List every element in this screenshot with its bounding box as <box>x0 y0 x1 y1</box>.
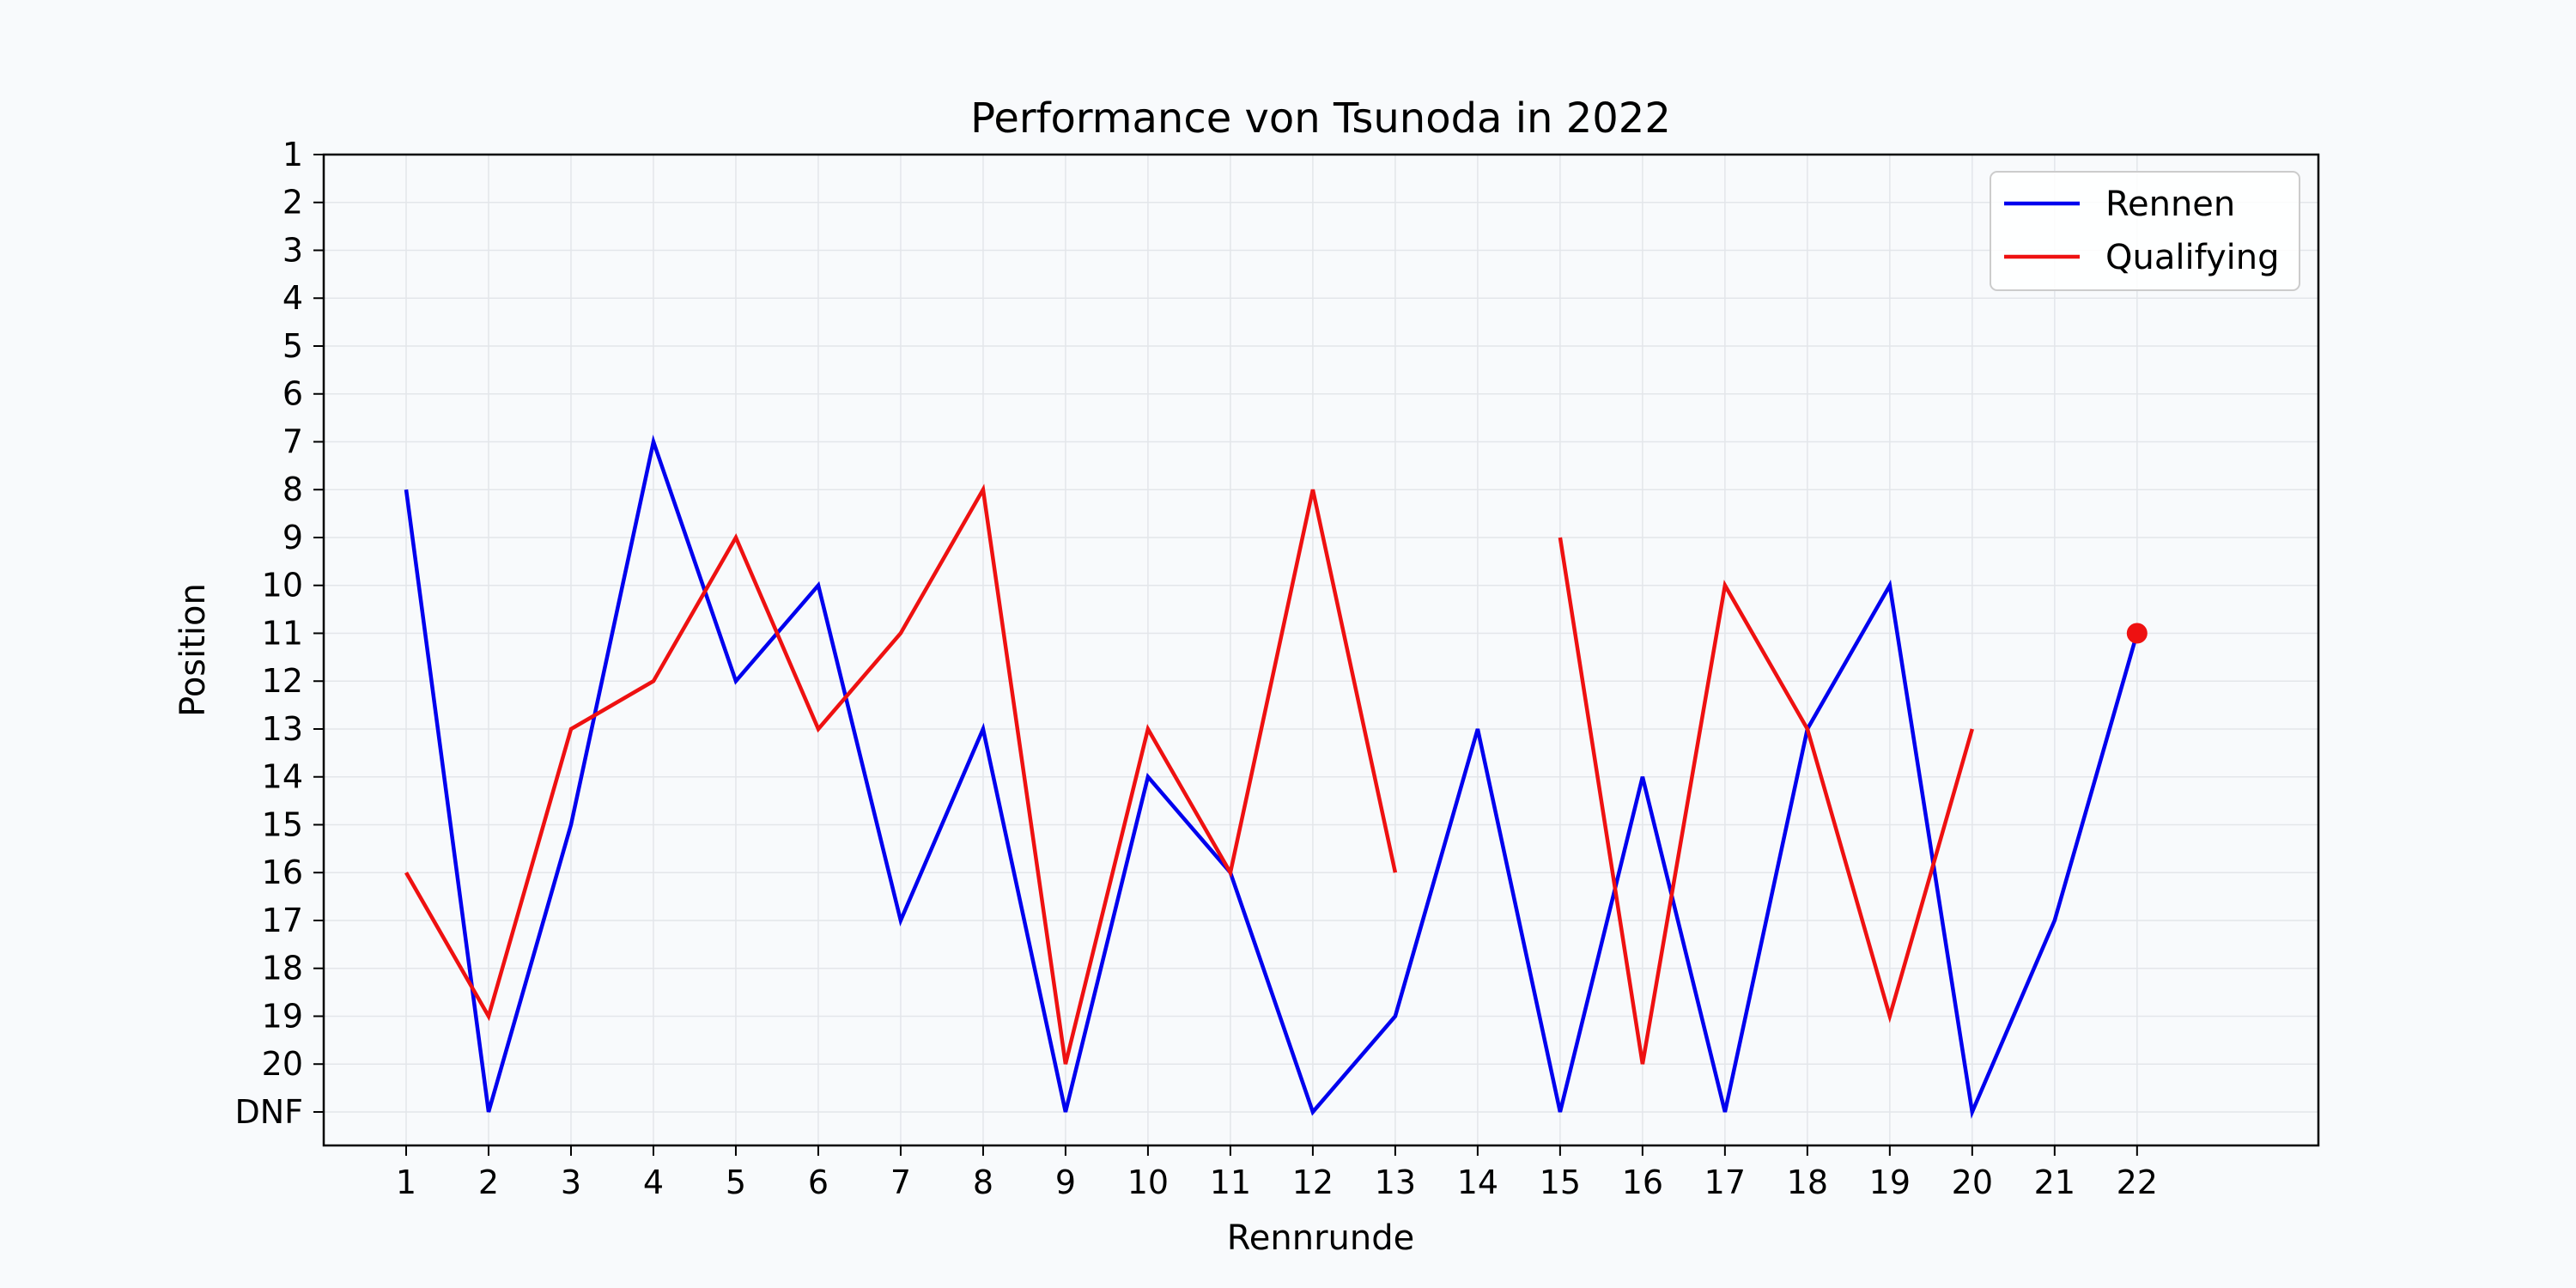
series-group <box>404 434 2139 1120</box>
y-tick-label: 7 <box>283 422 303 460</box>
x-tick-label: 4 <box>643 1163 664 1201</box>
x-tick-label: 2 <box>478 1163 499 1201</box>
y-tick-label: 20 <box>262 1045 303 1083</box>
y-tick-label: 10 <box>262 567 303 605</box>
x-tick-label: 5 <box>726 1163 746 1201</box>
series-line-rennen <box>404 434 2139 1120</box>
x-tick-label: 7 <box>890 1163 911 1201</box>
x-tick-label: 10 <box>1127 1163 1169 1201</box>
chart-title: Performance von Tsunoda in 2022 <box>970 94 1671 143</box>
y-tick-label: 13 <box>262 710 303 748</box>
y-tick-label: 9 <box>283 519 303 556</box>
y-tick-label: 11 <box>262 614 303 652</box>
x-tick-label: 16 <box>1622 1163 1663 1201</box>
x-tick-label: 17 <box>1704 1163 1746 1201</box>
x-tick-label: 13 <box>1375 1163 1416 1201</box>
x-tick-label: 8 <box>973 1163 993 1201</box>
x-tick-label: 15 <box>1540 1163 1581 1201</box>
x-tick-label: 21 <box>2034 1163 2075 1201</box>
y-tick-label: 4 <box>283 279 303 317</box>
y-axis-label: Position <box>173 583 213 717</box>
x-tick-label: 3 <box>561 1163 581 1201</box>
y-tick-label: 6 <box>283 375 303 413</box>
plot-background <box>324 155 2318 1145</box>
legend-label: Qualifying <box>2105 238 2279 277</box>
x-tick-label: 9 <box>1055 1163 1076 1201</box>
y-tick-label: 12 <box>262 662 303 700</box>
y-tick-label: 18 <box>262 950 303 987</box>
plot-frame <box>322 153 2320 1147</box>
data-marker <box>2126 623 2148 644</box>
legend-box <box>1990 171 2300 291</box>
x-tick-label: 12 <box>1292 1163 1334 1201</box>
x-tick-label: 1 <box>396 1163 416 1201</box>
x-tick-label: 20 <box>1952 1163 1993 1201</box>
series-line-qualifying <box>404 483 1398 1065</box>
legend-label: Rennen <box>2105 185 2235 224</box>
x-tick-label: 22 <box>2117 1163 2158 1201</box>
legend: Rennen Qualifying <box>1990 171 2300 291</box>
y-tick-label: 19 <box>262 997 303 1035</box>
y-tick-label: 2 <box>283 184 303 222</box>
y-tick-label: 8 <box>283 471 303 508</box>
x-tick-label: 6 <box>808 1163 829 1201</box>
x-axis-ticks: 1 2 3 4 5 6 7 8 9 10 11 12 13 14 15 16 17 18 19 20 21 22 <box>396 1145 2158 1201</box>
y-tick-label: 16 <box>262 854 303 891</box>
x-tick-label: 18 <box>1787 1163 1828 1201</box>
marker-group <box>2126 623 2148 644</box>
x-tick-label: 11 <box>1210 1163 1251 1201</box>
y-tick-label: 14 <box>262 758 303 796</box>
x-axis-label: Rennrunde <box>1227 1218 1414 1258</box>
series-line-qualifying <box>1558 537 1974 1065</box>
y-tick-label: 5 <box>283 327 303 365</box>
x-tick-label: 19 <box>1869 1163 1911 1201</box>
y-tick-label: 3 <box>283 231 303 269</box>
y-tick-label: 1 <box>283 136 303 173</box>
y-tick-label: 15 <box>262 805 303 843</box>
x-tick-label: 14 <box>1457 1163 1498 1201</box>
y-tick-label: 17 <box>262 902 303 939</box>
y-tick-label: DNF <box>234 1093 303 1131</box>
